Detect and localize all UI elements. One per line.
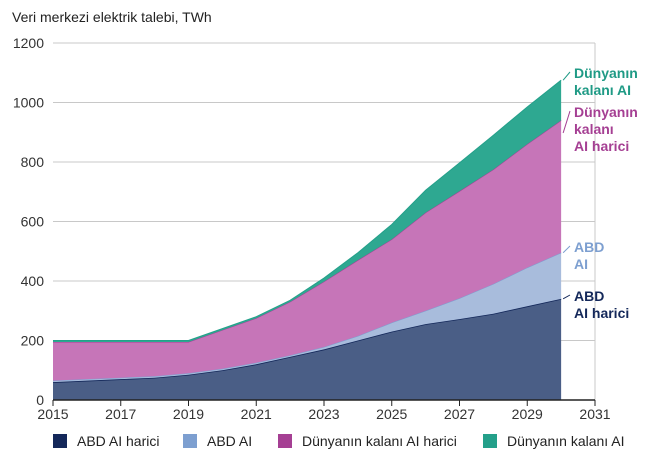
legend-label: ABD AI	[207, 433, 253, 449]
end-label-leader	[562, 71, 571, 81]
end-label-leader	[562, 245, 571, 254]
y-tick-label: 800	[21, 154, 45, 170]
x-tick-label: 2021	[241, 406, 272, 422]
x-tick-label: 2025	[376, 406, 407, 422]
grid-layer	[53, 42, 596, 400]
end-label-3: kalanı	[574, 121, 614, 137]
x-tick-label: 2015	[37, 406, 68, 422]
x-tick-label: 2027	[444, 406, 475, 422]
legend-swatch	[483, 434, 497, 448]
end-label-1: ABD	[574, 288, 604, 304]
y-tick-label: 1000	[13, 95, 44, 111]
area-series-4-edge	[53, 79, 562, 341]
area-layer	[52, 79, 562, 400]
legend-swatch	[278, 434, 292, 448]
x-tick-label: 2019	[173, 406, 204, 422]
legend-swatch	[183, 434, 197, 448]
end-label-4: kalanı AI	[574, 82, 631, 98]
end-label-3: Dünyanın	[574, 104, 638, 120]
axis-layer: 0 200 400 600 800 1000 1200 2015 2017 2019 2021 202…	[13, 35, 611, 422]
end-label-4: Dünyanın	[574, 65, 638, 81]
end-label-2: ABD	[574, 239, 604, 255]
x-tick-label: 2029	[512, 406, 543, 422]
legend-label: Dünyanın kalanı AI	[507, 433, 625, 449]
legend-item: ABD AI	[183, 433, 252, 449]
y-tick-label: 600	[21, 214, 45, 230]
y-tick-label: 400	[21, 273, 45, 289]
x-tick-label: 2031	[579, 406, 610, 422]
end-label-leader	[562, 294, 571, 300]
end-label-2: AI	[574, 256, 588, 272]
legend-item: Dünyanın kalanı AI harici	[278, 433, 457, 449]
area-series-3	[53, 120, 562, 381]
end-label-3: AI harici	[574, 138, 629, 154]
x-tick-label: 2017	[105, 406, 136, 422]
legend-swatch	[53, 434, 67, 448]
legend-label: ABD AI harici	[77, 433, 160, 449]
chart-subtitle: Veri merkezi elektrik talebi, TWh	[12, 9, 212, 25]
y-tick-label: 0	[36, 392, 44, 408]
area-series-1	[53, 298, 562, 400]
y-tick-label: 1200	[13, 35, 44, 51]
legend-item: ABD AI harici	[53, 433, 159, 449]
legend-item: Dünyanın kalanı AI	[483, 433, 625, 449]
x-tick-label: 2023	[308, 406, 339, 422]
legend: ABD AI harici ABD AI Dünyanın kalanı AI ha…	[0, 426, 660, 456]
legend-label: Dünyanın kalanı AI harici	[302, 433, 457, 449]
end-label-1: AI harici	[574, 305, 629, 321]
end-label-leader	[562, 110, 571, 134]
stacked-area-chart: Veri merkezi elektrik talebi, TWh 0 200 40…	[12, 9, 638, 422]
area-series-2	[53, 252, 562, 383]
y-tick-label: 200	[21, 333, 45, 349]
